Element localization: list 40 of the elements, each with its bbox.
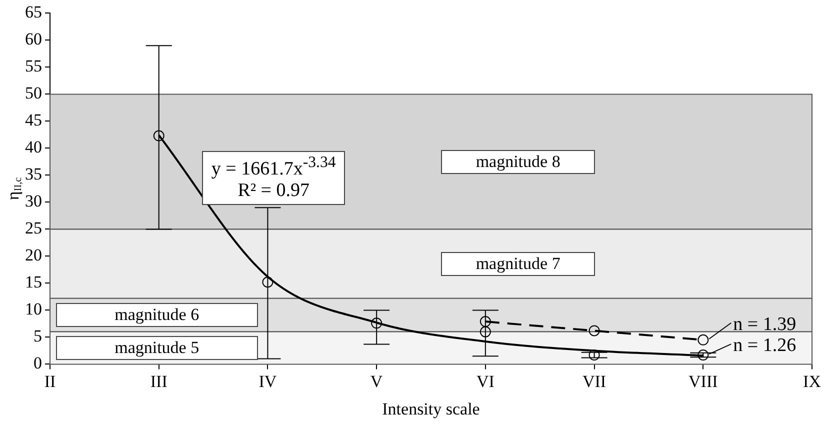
point xyxy=(698,334,709,346)
y-tick-label: 20 xyxy=(25,246,42,265)
x-tick-label: IX xyxy=(803,372,821,391)
x-tick-label: VI xyxy=(476,372,495,391)
x-tick-label: V xyxy=(370,372,384,391)
x-tick-label: IV xyxy=(258,372,278,391)
y-tick-label: 65 xyxy=(25,2,42,22)
label-box: magnitude 8 xyxy=(440,150,596,174)
point xyxy=(371,318,382,329)
label-box: y = 1661.7x$^{-3.34}$ R² = 0.97 xyxy=(202,150,345,206)
y-tick-label: 25 xyxy=(25,218,42,238)
annotation: n = 1.26 xyxy=(733,335,796,356)
y-tick-label: 45 xyxy=(25,110,42,130)
y-tick-label: 60 xyxy=(25,30,42,49)
y-tick-label: 35 xyxy=(25,164,42,184)
y-tick-label: 15 xyxy=(25,272,42,292)
y-axis-title: ηII,c xyxy=(3,176,24,200)
x-tick-label: VIII xyxy=(688,372,718,391)
point xyxy=(262,276,274,288)
x-axis-title: Intensity scale xyxy=(382,399,480,418)
y-tick-label: 5 xyxy=(34,326,42,346)
point xyxy=(588,325,600,336)
y-tick-label: 10 xyxy=(25,300,42,319)
y-tick-label: 40 xyxy=(25,138,42,157)
y-tick-label: 30 xyxy=(25,192,42,211)
y-tick-label: 0 xyxy=(34,354,42,373)
y-tick-label: 55 xyxy=(25,56,42,76)
x-tick-label: VII xyxy=(582,372,606,391)
label-box: magnitude 5 xyxy=(56,336,258,360)
point xyxy=(480,326,491,338)
point xyxy=(480,316,491,328)
x-tick-label: III xyxy=(150,372,168,391)
label-box: magnitude 6 xyxy=(56,303,258,328)
annotation: n = 1.39 xyxy=(733,314,796,335)
label-box: magnitude 7 xyxy=(440,252,596,276)
point xyxy=(588,350,600,361)
point xyxy=(153,130,164,142)
y-tick-label: 50 xyxy=(25,84,42,103)
point xyxy=(698,350,709,361)
x-tick-label: II xyxy=(44,372,56,391)
